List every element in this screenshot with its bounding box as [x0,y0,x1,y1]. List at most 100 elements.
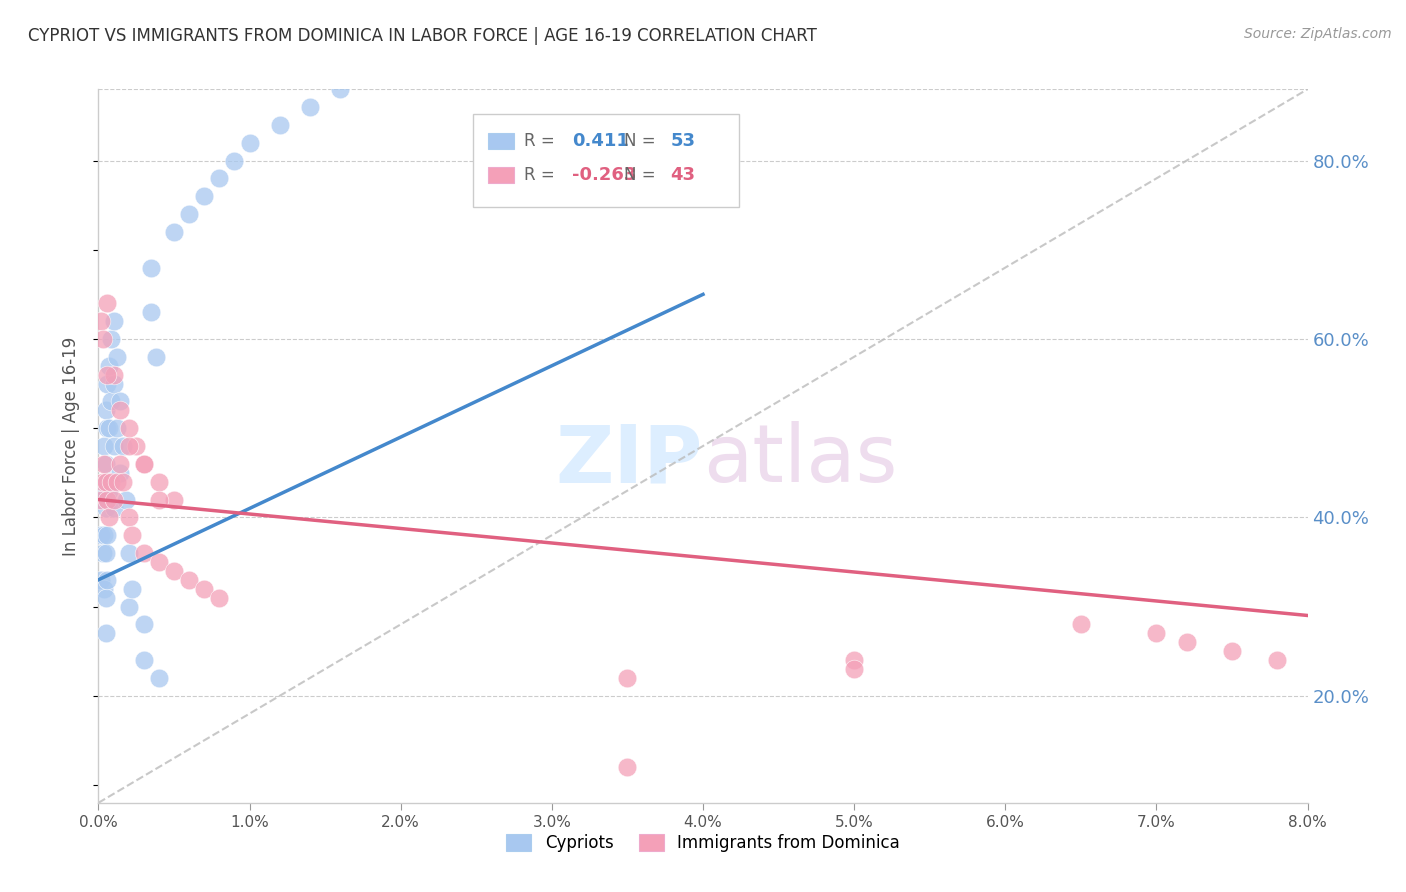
Point [132,653,155,667]
Point [163,225,186,239]
Point [114,492,136,507]
Point [98,359,121,373]
Point [91,546,114,560]
Point [96,368,118,382]
Point [103,501,125,516]
Point [224,153,246,168]
Point [98,510,121,524]
Point [121,528,143,542]
Point [163,492,186,507]
Point [93,457,115,471]
Point [193,189,215,203]
Point [91,492,114,507]
Point [118,439,141,453]
Point [111,475,134,489]
Point [616,760,638,774]
Point [208,171,231,186]
Point [93,483,115,498]
Point [208,591,231,605]
Point [103,492,125,507]
Point [145,350,167,364]
Point [141,260,163,275]
Text: 43: 43 [671,166,696,184]
Point [132,457,155,471]
Point [844,653,866,667]
FancyBboxPatch shape [488,167,515,183]
Point [96,296,118,310]
Point [1267,653,1289,667]
Point [125,439,148,453]
Point [132,546,155,560]
Point [105,350,128,364]
Point [96,421,118,435]
Point [96,573,118,587]
Point [103,314,125,328]
Text: ZIP: ZIP [555,421,703,500]
Point [103,368,125,382]
Point [96,475,118,489]
FancyBboxPatch shape [488,134,515,149]
Point [90,528,112,542]
Point [1220,644,1243,658]
Point [1070,617,1092,632]
Point [239,136,262,150]
FancyBboxPatch shape [474,114,740,207]
Point [94,546,117,560]
Point [94,403,117,417]
Point [269,118,291,132]
Point [111,439,134,453]
Point [90,314,112,328]
Point [108,466,131,480]
Text: N =: N = [624,132,661,150]
Legend: Cypriots, Immigrants from Dominica: Cypriots, Immigrants from Dominica [499,827,907,859]
Text: atlas: atlas [703,421,897,500]
Text: R =: R = [524,132,560,150]
Text: 0.411: 0.411 [572,132,630,150]
Point [93,439,115,453]
Point [299,100,322,114]
Text: Source: ZipAtlas.com: Source: ZipAtlas.com [1244,27,1392,41]
Point [108,457,131,471]
Point [132,457,155,471]
Point [93,582,115,596]
Point [148,671,170,685]
Text: -0.263: -0.263 [572,166,637,184]
Point [98,483,121,498]
Point [94,501,117,516]
Point [94,475,117,489]
Text: CYPRIOT VS IMMIGRANTS FROM DOMINICA IN LABOR FORCE | AGE 16-19 CORRELATION CHART: CYPRIOT VS IMMIGRANTS FROM DOMINICA IN L… [28,27,817,45]
Point [1146,626,1168,640]
Point [141,305,163,319]
Point [163,564,186,578]
Point [118,510,141,524]
Point [90,492,112,507]
Point [148,475,170,489]
Point [96,492,118,507]
Point [108,394,131,409]
Point [118,421,141,435]
Point [105,421,128,435]
Point [90,573,112,587]
Point [179,573,201,587]
Point [100,332,122,346]
Text: 53: 53 [671,132,696,150]
Point [179,207,201,221]
Point [91,475,114,489]
Point [94,626,117,640]
Point [100,394,122,409]
Point [96,528,118,542]
Point [108,403,131,417]
Point [844,662,866,676]
Point [105,475,128,489]
Point [103,439,125,453]
Point [98,421,121,435]
Point [360,64,382,78]
Point [132,617,155,632]
Point [118,599,141,614]
Point [94,457,117,471]
Point [329,82,352,96]
Point [1175,635,1198,649]
Point [100,475,122,489]
Text: N =: N = [624,166,661,184]
Point [121,582,143,596]
